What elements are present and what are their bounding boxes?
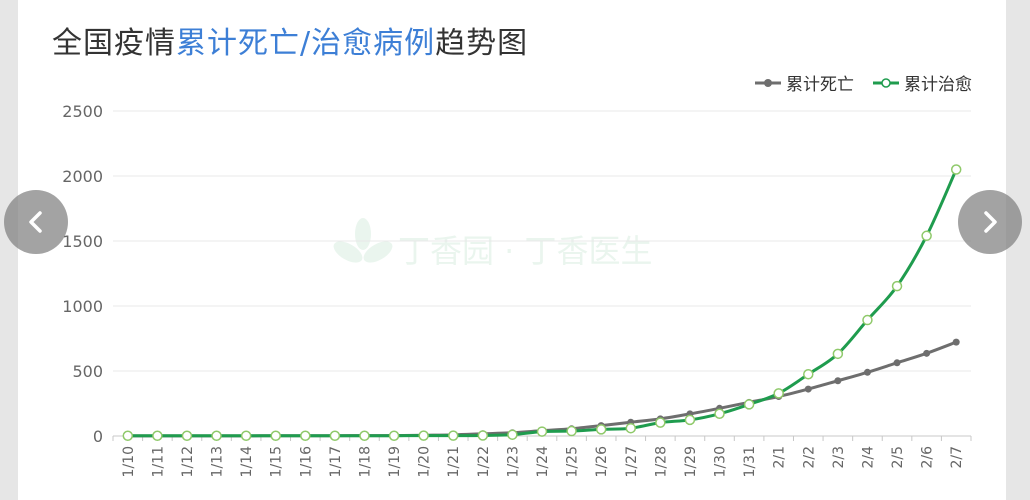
x-tick-label: 1/24: [535, 446, 551, 478]
data-point-recovered: [418, 430, 429, 441]
data-point-recovered: [270, 430, 281, 441]
data-point-recovered: [625, 422, 637, 434]
x-tick-label: 1/30: [713, 446, 729, 477]
y-tick-label: 2000: [62, 167, 103, 186]
data-point-recovered: [536, 426, 548, 437]
title-part-2: 累计死亡/治愈病例: [176, 26, 436, 61]
legend-item-deaths[interactable]: 累计死亡: [754, 70, 854, 95]
x-tick-label: 1/10: [121, 446, 137, 477]
y-tick-label: 500: [72, 362, 103, 381]
x-tick-label: 2/4: [860, 446, 876, 469]
data-point-deaths: [893, 359, 901, 367]
data-point-recovered: [507, 429, 518, 440]
x-tick-label: 1/20: [417, 446, 433, 477]
legend-marker-deaths: [755, 78, 781, 87]
x-tick-label: 1/14: [239, 446, 255, 478]
data-point-recovered: [181, 430, 193, 441]
legend-label-recovered: 累计治愈: [904, 75, 972, 95]
watermark: 丁香园 · 丁香医生: [333, 218, 653, 270]
x-tick-label: 1/12: [180, 446, 196, 477]
data-point-deaths: [834, 377, 842, 385]
data-point-recovered: [891, 280, 903, 292]
data-point-recovered: [152, 430, 163, 441]
data-point-recovered: [595, 424, 607, 435]
x-tick-label: 1/17: [328, 446, 344, 477]
data-point-recovered: [655, 417, 666, 428]
title-part-3: 趋势图: [435, 26, 529, 61]
x-tick-label: 2/7: [949, 446, 965, 469]
data-point-recovered: [447, 430, 459, 441]
x-tick-label: 1/22: [476, 446, 492, 477]
chart-legend: 累计死亡 累计治愈: [736, 70, 972, 95]
y-tick-label: 1500: [62, 232, 103, 251]
data-point-recovered: [773, 388, 784, 399]
x-tick-label: 2/2: [801, 446, 817, 469]
x-tick-label: 1/31: [742, 446, 758, 477]
data-point-recovered: [240, 430, 252, 441]
x-tick-label: 1/19: [387, 446, 403, 477]
data-point-recovered: [211, 430, 222, 441]
x-tick-label: 2/3: [831, 446, 847, 469]
x-tick-label: 1/23: [505, 446, 521, 477]
x-tick-label: 1/18: [357, 446, 373, 477]
x-tick-label: 1/26: [594, 446, 610, 478]
chart-title: 全国疫情累计死亡/治愈病例趋势图: [52, 18, 528, 62]
legend-marker-recovered: [873, 77, 899, 88]
x-tick-label: 2/1: [772, 446, 788, 469]
data-point-deaths: [952, 338, 960, 346]
data-point-deaths: [863, 368, 871, 376]
data-point-recovered: [921, 230, 932, 242]
data-point-recovered: [388, 430, 400, 441]
data-point-recovered: [950, 164, 962, 175]
x-tick-label: 1/11: [150, 446, 166, 477]
data-point-recovered: [832, 348, 844, 360]
x-tick-label: 1/27: [624, 446, 640, 477]
data-point-recovered: [862, 314, 873, 326]
x-tick-label: 1/25: [565, 446, 581, 477]
chart-card: 全国疫情累计死亡/治愈病例趋势图 累计死亡 累计治愈 丁香园 · 丁香医生: [18, 0, 1006, 500]
data-point-recovered: [329, 430, 341, 441]
x-tick-label: 2/5: [890, 446, 906, 469]
title-part-1: 全国疫情: [52, 26, 176, 61]
series-line-deaths: [127, 340, 957, 438]
data-point-recovered: [477, 430, 489, 441]
chevron-right-icon: [984, 211, 997, 233]
chevron-left-icon: [29, 211, 42, 233]
data-point-recovered: [803, 369, 814, 380]
data-point-recovered: [359, 430, 370, 441]
x-tick-label: 2/6: [920, 446, 936, 469]
y-tick-label: 1000: [62, 297, 103, 316]
data-point-deaths: [923, 349, 931, 357]
data-point-recovered: [743, 399, 755, 410]
x-tick-label: 1/29: [683, 446, 699, 477]
x-tick-label: 1/28: [653, 446, 669, 477]
next-button[interactable]: [958, 190, 1022, 254]
x-tick-label: 1/21: [446, 446, 462, 477]
data-point-recovered: [684, 414, 696, 426]
x-tick-label: 1/15: [269, 446, 285, 477]
chart-plot: 丁香园 · 丁香医生 0 500 1000 1500 2000 2500 1/10 1/11…: [62, 102, 972, 478]
watermark-text: 丁香园 · 丁香医生: [398, 232, 653, 270]
legend-item-recovered[interactable]: 累计治愈: [872, 70, 972, 95]
data-point-recovered: [122, 430, 134, 441]
series-line-recovered: [127, 168, 958, 438]
y-tick-label: 2500: [62, 102, 103, 121]
prev-button[interactable]: [4, 190, 68, 254]
data-point-recovered: [300, 430, 311, 441]
x-tick-label: 1/16: [298, 446, 314, 478]
data-point-recovered: [714, 408, 725, 420]
legend-label-deaths: 累计死亡: [786, 75, 854, 95]
watermark-flower-icon: [333, 218, 393, 263]
x-tick-label: 1/13: [210, 446, 226, 477]
data-point-recovered: [566, 425, 577, 437]
data-point-deaths: [804, 385, 812, 393]
y-tick-label: 0: [93, 427, 103, 446]
